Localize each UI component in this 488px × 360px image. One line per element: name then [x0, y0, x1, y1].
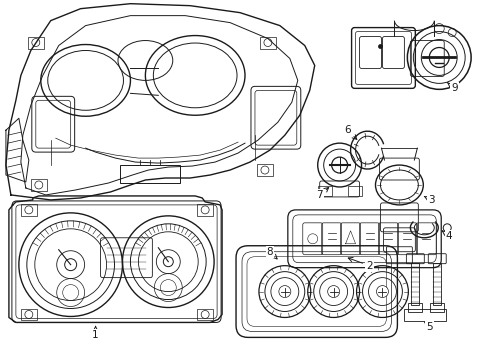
Bar: [21, 309, 37, 320]
Text: 5: 5: [424, 322, 432, 332]
Text: 3: 3: [424, 195, 434, 205]
Circle shape: [331, 157, 347, 173]
Bar: [260, 37, 275, 49]
Text: 1: 1: [92, 326, 99, 341]
Bar: [256, 164, 272, 176]
Bar: [197, 309, 213, 320]
Bar: [347, 186, 361, 196]
Text: 7: 7: [316, 188, 328, 200]
Text: 4: 4: [441, 231, 451, 241]
Text: 8: 8: [266, 247, 277, 259]
Circle shape: [64, 259, 77, 271]
Circle shape: [278, 285, 290, 298]
Bar: [404, 310, 446, 321]
Bar: [197, 204, 213, 216]
Circle shape: [421, 40, 456, 75]
Circle shape: [327, 285, 339, 298]
Circle shape: [163, 257, 173, 267]
Bar: [429, 302, 443, 312]
Bar: [432, 263, 440, 305]
Bar: [120, 165, 180, 183]
Bar: [410, 263, 419, 305]
Text: 6: 6: [344, 125, 356, 139]
Bar: [407, 302, 422, 312]
Bar: [31, 179, 47, 191]
Circle shape: [378, 45, 382, 49]
Text: 2: 2: [347, 257, 372, 271]
Bar: [21, 204, 37, 216]
Bar: [28, 37, 44, 49]
Circle shape: [376, 285, 387, 298]
Text: 9: 9: [447, 83, 457, 93]
Bar: [317, 186, 331, 196]
